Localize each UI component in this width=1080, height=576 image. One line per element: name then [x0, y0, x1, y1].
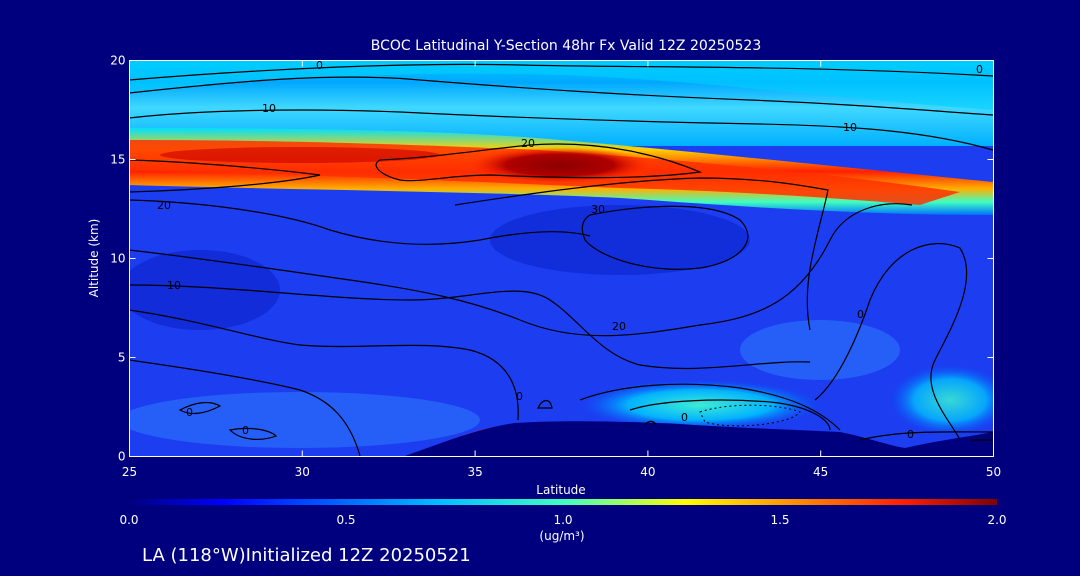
- contour-label: 30: [591, 203, 605, 216]
- y-tick-label: 20: [110, 54, 125, 68]
- colorbar-tick-label: 0.0: [119, 513, 138, 527]
- contour-label: 0: [316, 59, 323, 72]
- x-tick-label: 50: [986, 465, 1001, 479]
- contour-label: 0: [857, 308, 864, 321]
- colorbar-tick-label: 1.0: [553, 513, 572, 527]
- contour-lines: [129, 63, 993, 456]
- x-tick-label: 35: [467, 465, 482, 479]
- colorbar-tick-label: 1.5: [770, 513, 789, 527]
- contour-label-group: 0 0 10 10 20 20 30 20 10 0 0 0 0 0 0: [157, 59, 983, 441]
- contour-label: 20: [157, 199, 171, 212]
- contour-label: 10: [167, 279, 181, 292]
- contour-label: 0: [681, 411, 688, 424]
- chart-title: BCOC Latitudinal Y-Section 48hr Fx Valid…: [371, 38, 761, 54]
- colorbar-tick-label: 2.0: [987, 513, 1006, 527]
- y-tick-label: 10: [110, 252, 125, 266]
- x-tick-label: 45: [813, 465, 828, 479]
- contour-label: 0: [976, 63, 983, 76]
- contour-label: 20: [521, 137, 535, 150]
- contour-label: 0: [907, 428, 914, 441]
- contour-label: 10: [843, 121, 857, 134]
- x-tick-label: 25: [122, 465, 137, 479]
- colorbar-tick-label: 0.5: [336, 513, 355, 527]
- x-tick-label: 30: [295, 465, 310, 479]
- plot-area: 0 0 10 10 20 20 30 20 10 0 0 0 0 0 0: [129, 59, 993, 456]
- contour-label: 20: [612, 320, 626, 333]
- footer-caption: LA (118°W)Initialized 12Z 20250521: [142, 545, 471, 566]
- contour-label: 0: [242, 424, 249, 437]
- y-axis: 0 5 10 15 20: [110, 54, 994, 464]
- colorbar-ticks: 0.0 0.5 1.0 1.5 2.0: [119, 513, 1006, 527]
- y-tick-label: 15: [110, 153, 125, 167]
- x-axis-label: Latitude: [536, 483, 585, 497]
- colorbar-gradient: [129, 499, 997, 505]
- x-tick-label: 40: [640, 465, 655, 479]
- y-tick-label: 5: [118, 351, 126, 365]
- contour-label: 10: [262, 102, 276, 115]
- x-axis: 25 30 35 40 45 50: [122, 60, 1001, 479]
- contour-label: 0: [186, 406, 193, 419]
- y-tick-label: 0: [118, 450, 126, 464]
- colorbar: 0.0 0.5 1.0 1.5 2.0 (ug/m³): [119, 499, 1007, 543]
- y-axis-label: Altitude (km): [87, 219, 101, 298]
- contour-label: 0: [516, 390, 523, 403]
- colorbar-unit: (ug/m³): [539, 529, 584, 543]
